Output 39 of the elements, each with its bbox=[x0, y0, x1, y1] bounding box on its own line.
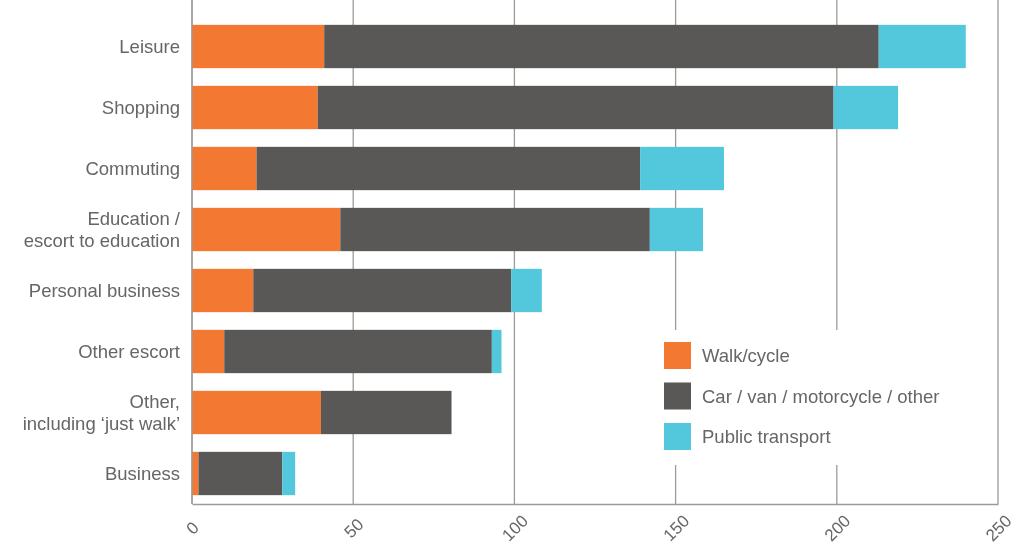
bar bbox=[282, 451, 296, 496]
bar bbox=[253, 268, 512, 313]
y-tick-label: Commuting bbox=[85, 157, 180, 179]
y-tick-label: Personal business bbox=[28, 279, 180, 301]
y-tick-label: Other escort bbox=[78, 340, 180, 362]
y-tick-label: Other, including ‘just walk’ bbox=[22, 391, 180, 434]
bar bbox=[192, 24, 325, 69]
bar bbox=[491, 329, 502, 374]
legend-label: Public transport bbox=[702, 426, 831, 448]
legend-label: Car / van / motorcycle / other bbox=[702, 385, 940, 407]
bar bbox=[192, 85, 318, 130]
legend-label: Walk/cycle bbox=[702, 345, 790, 367]
bar bbox=[640, 146, 724, 191]
bar bbox=[224, 329, 492, 374]
y-tick-label: Education / escort to education bbox=[23, 208, 181, 251]
bar bbox=[340, 207, 650, 252]
x-tick-label: 200 bbox=[820, 511, 855, 544]
y-tick-label: Business bbox=[104, 462, 180, 484]
bar bbox=[324, 24, 879, 69]
bar bbox=[256, 146, 641, 191]
bar bbox=[649, 207, 703, 252]
bar bbox=[511, 268, 542, 313]
bar bbox=[192, 207, 341, 252]
bar bbox=[192, 146, 257, 191]
x-tick-label: 100 bbox=[498, 511, 532, 544]
bar bbox=[833, 85, 899, 130]
bar bbox=[192, 268, 254, 313]
x-tick-label: 0 bbox=[182, 518, 203, 539]
x-tick-label: 250 bbox=[982, 511, 1016, 544]
x-tick-label: 50 bbox=[340, 514, 368, 542]
bar bbox=[198, 451, 283, 496]
y-tick-label: Shopping bbox=[101, 96, 180, 118]
bar bbox=[878, 24, 966, 69]
x-tick-label: 150 bbox=[659, 511, 694, 544]
bar bbox=[317, 85, 834, 130]
bar bbox=[192, 390, 321, 435]
y-tick-label: Leisure bbox=[119, 35, 180, 57]
bar bbox=[320, 390, 452, 435]
bar bbox=[192, 329, 225, 374]
